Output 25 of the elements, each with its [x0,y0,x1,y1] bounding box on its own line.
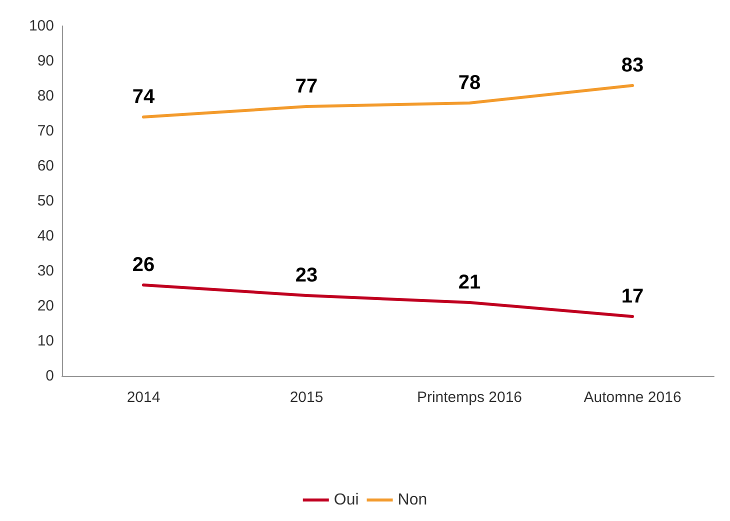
y-tick-label: 50 [37,192,54,210]
y-tick-label: 100 [28,18,54,34]
legend-label: Oui [334,492,359,508]
y-tick-label: 20 [37,298,54,314]
data-label: 74 [132,86,156,108]
data-label: 78 [458,72,481,94]
x-tick-label: 2014 [126,389,160,406]
y-tick-label: 60 [37,158,54,174]
data-label: 21 [458,272,481,294]
x-tick-label: Automne 2016 [584,389,682,406]
legend-label: Non [398,492,428,508]
data-label: 26 [132,254,155,276]
data-label: 77 [295,76,318,98]
y-tick-label: 80 [37,88,54,104]
y-tick-label: 0 [46,368,54,384]
y-tick-label: 70 [37,122,54,140]
data-label: 17 [621,286,644,308]
x-tick-label: 2015 [290,389,324,406]
y-tick-label: 40 [37,228,54,244]
y-tick-label: 10 [37,332,54,350]
x-tick-label: Printemps 2016 [416,389,522,406]
data-label: 83 [621,54,644,76]
y-tick-label: 90 [37,52,54,70]
data-label: 23 [295,264,318,286]
y-tick-label: 30 [37,262,54,280]
